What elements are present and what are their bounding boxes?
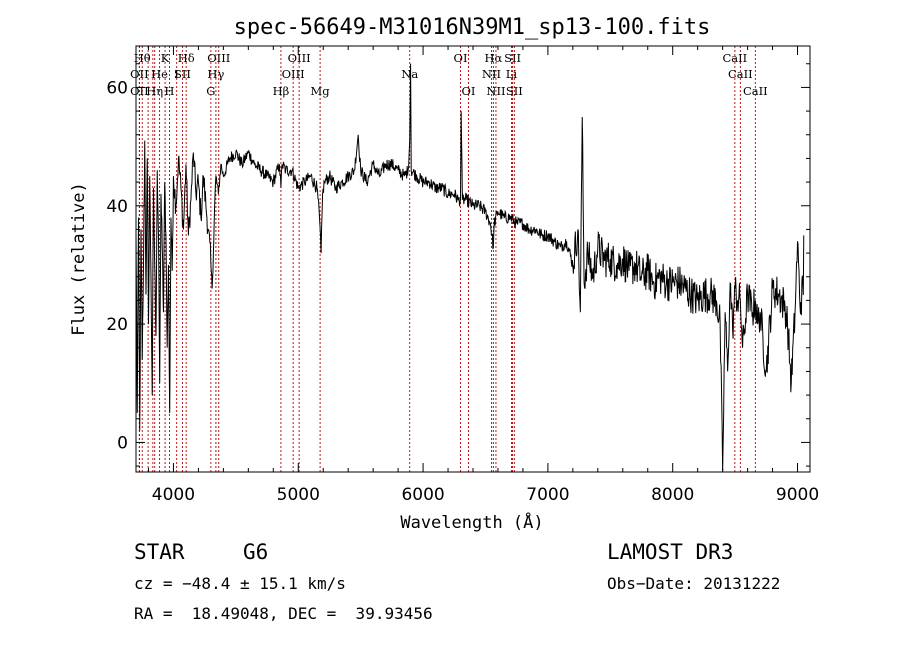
spectral-subclass: G6 (243, 540, 269, 564)
line-marker-label: Hθ (134, 51, 151, 65)
line-marker-label: I (174, 67, 179, 81)
line-marker-label: Hγ (207, 67, 224, 81)
chart-title: spec-56649-M31016N39M1_sp13-100.fits (234, 15, 711, 40)
line-marker-label: H (164, 84, 174, 98)
observation-date: Obs−Date: 20131222 (607, 574, 781, 593)
line-marker-label: Hη (146, 84, 163, 98)
line-marker-label: SII (506, 84, 523, 98)
line-marker-label: CaII (722, 51, 747, 65)
spectrum-line (135, 63, 805, 473)
x-tick-label: 8000 (651, 485, 694, 505)
plot-frame (135, 45, 811, 473)
y-axis-label: Flux (relative) (69, 182, 89, 336)
y-tick-label: 0 (117, 433, 128, 453)
x-axis-label: Wavelength (Å) (400, 511, 543, 533)
redshift-velocity: cz = −48.4 ± 15.1 km/s (134, 574, 346, 593)
y-tick-label: 60 (106, 78, 128, 98)
object-class: STAR (134, 540, 185, 564)
line-marker-label: OI (462, 84, 476, 98)
line-marker-label: OIII (288, 51, 311, 65)
line-marker-label: CaII (728, 67, 753, 81)
sky-coordinates: RA = 18.49048, DEC = 39.93456 (134, 604, 433, 623)
line-marker-label: OI (454, 51, 468, 65)
line-marker-label: CaII (743, 84, 768, 98)
x-tick-label: 5000 (277, 485, 320, 505)
line-marker-label: NII (482, 67, 501, 81)
line-marker-label: SII (504, 51, 521, 65)
x-tick-label: 7000 (526, 485, 569, 505)
x-tick-label: 9000 (776, 485, 819, 505)
line-marker-label: Hβ (273, 84, 290, 98)
line-marker-label: SII (174, 67, 191, 81)
x-tick-label: 4000 (152, 485, 195, 505)
line-marker-label: G (206, 84, 215, 98)
y-tick-label: 20 (106, 315, 128, 335)
x-tick-label: 6000 (401, 485, 444, 505)
line-marker-label: He (151, 67, 168, 81)
y-tick-label: 40 (106, 197, 128, 217)
emission-line-markers (138, 46, 756, 472)
line-marker-label: OII (130, 67, 149, 81)
survey-name: LAMOST DR3 (607, 540, 734, 564)
line-marker-label: Hδ (178, 51, 195, 65)
line-marker-label: Mg (311, 84, 331, 98)
line-marker-label: OIII (207, 51, 230, 65)
line-marker-label: Na (401, 67, 418, 81)
line-marker-label: K (161, 51, 170, 65)
line-marker-label: OIII (282, 67, 305, 81)
line-marker-label: NII (486, 84, 505, 98)
axis-ticks: 4000 5000 6000 7000 8000 9000 0 20 40 60 (106, 46, 819, 505)
line-marker-label: Li (506, 67, 518, 81)
line-marker-label: Hα (484, 51, 502, 65)
